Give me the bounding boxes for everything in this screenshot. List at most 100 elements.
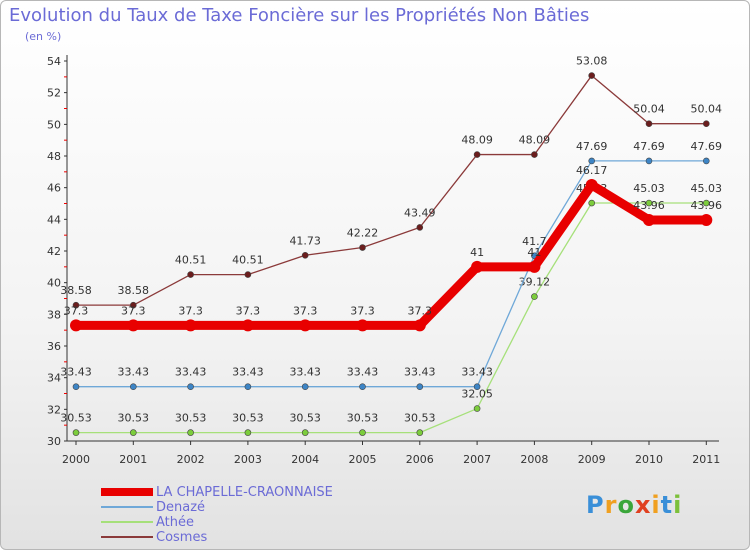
data-label: 43.96 [633,199,665,212]
data-label: 33.43 [118,366,150,379]
logo-letter: r [604,491,618,519]
data-label: 37.3 [236,304,261,317]
x-tick-label: 2008 [520,453,548,466]
data-point [416,383,424,390]
data-point [301,383,309,390]
data-point [130,383,137,390]
data-point [130,429,137,436]
y-tick-label: 40 [47,277,61,290]
data-point [588,157,596,165]
data-label: 33.43 [175,366,207,379]
data-point [359,244,366,251]
data-label: 43.49 [404,206,436,219]
x-tick-label: 2006 [406,453,434,466]
y-tick-label: 54 [47,55,61,68]
legend-label: Cosmes [156,530,208,545]
data-point [531,151,538,158]
data-label: 33.43 [289,366,321,379]
data-point [645,157,653,165]
data-label: 53.08 [576,55,608,68]
x-tick-label: 2007 [463,453,491,466]
y-tick-label: 46 [47,182,61,195]
data-label: 37.3 [350,304,375,317]
data-point [473,151,481,158]
legend-swatch [101,536,153,538]
data-label: 30.53 [289,412,321,425]
data-label: 30.53 [118,412,150,425]
x-tick-label: 2010 [635,453,663,466]
data-point [588,199,596,207]
chart-unit-label: (en %) [25,30,62,43]
data-label: 33.43 [461,366,493,379]
y-tick-label: 38 [47,308,61,321]
data-label: 32.05 [461,388,493,401]
data-label: 50.04 [633,103,665,116]
data-point [244,429,252,436]
data-label: 41 [527,246,541,259]
data-label: 47.69 [691,140,723,153]
data-label: 37.3 [293,304,318,317]
x-tick-label: 2003 [234,453,262,466]
logo-letter: x [634,491,652,519]
data-label: 33.43 [347,366,379,379]
data-label: 33.43 [232,366,264,379]
data-point [585,178,598,191]
series-1: 33.43 33.43 33.43 33.43 33.43 33.43 33.43 33.43… [60,140,722,390]
x-tick-label: 2011 [692,453,720,466]
data-label: 40.51 [232,254,264,267]
x-tick-label: 2004 [291,453,319,466]
data-label: 38.58 [118,284,150,297]
y-tick-label: 48 [47,150,61,163]
data-point [531,293,538,300]
data-point [702,157,710,165]
series-line [76,160,707,388]
data-label: 37.3 [408,304,433,317]
y-tick-label: 36 [47,340,61,353]
data-point [645,120,653,127]
data-point [187,383,194,390]
data-label: 48.09 [519,134,551,147]
y-tick-label: 42 [47,245,61,258]
y-tick-label: 52 [47,87,61,100]
proxiti-logo: Proxiti [586,491,682,519]
data-point [301,251,309,259]
logo-letter: t [660,491,674,519]
data-point [299,319,312,332]
data-point [473,405,481,412]
y-tick-label: 32 [47,403,61,416]
x-tick-label: 2000 [62,453,90,466]
data-point [416,429,424,436]
data-point [643,213,655,226]
data-point [702,120,710,127]
series-line [76,180,707,330]
data-label: 33.43 [60,366,92,379]
legend-label: Denazé [156,500,206,515]
data-point [356,319,369,332]
data-label: 30.53 [60,412,92,425]
data-label: 41 [470,246,484,259]
data-point [588,72,596,79]
data-point [187,271,194,278]
data-label: 40.51 [175,254,207,267]
data-point [127,319,140,332]
data-label: 45.03 [691,182,723,195]
data-label: 46.17 [576,164,608,177]
data-label: 37.3 [64,304,89,317]
data-point [416,224,424,231]
data-label: 30.53 [404,412,436,425]
legend-swatch [101,488,153,496]
data-label: 41.7 [522,235,547,248]
data-point [645,199,653,207]
legend-label: Athée [156,515,194,530]
data-label: 30.53 [175,412,207,425]
x-tick-label: 2009 [578,453,606,466]
data-point [72,429,80,436]
data-label: 37.3 [178,304,203,317]
data-point [244,383,252,390]
data-point [72,301,80,309]
series-2: 30.53 30.53 30.53 30.53 30.53 30.53 30.53 32.05… [60,182,722,436]
data-label: 43.96 [691,199,723,212]
data-point [700,213,713,226]
data-label: 50.04 [691,103,723,116]
